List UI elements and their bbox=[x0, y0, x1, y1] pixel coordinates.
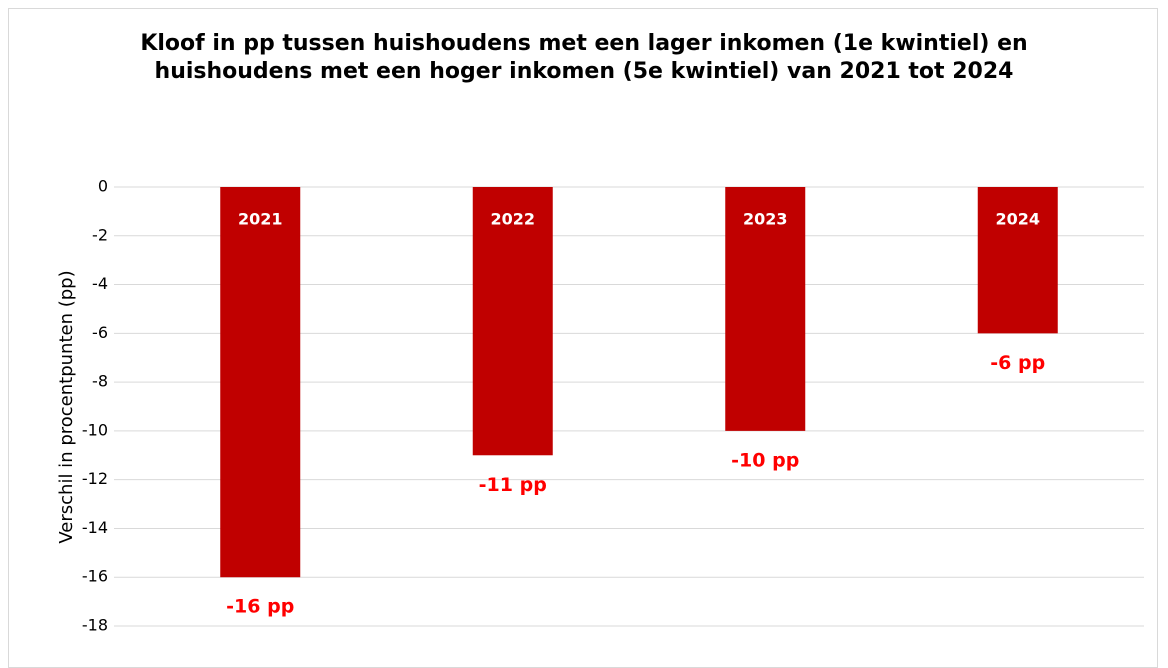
y-tick-label: -2 bbox=[92, 225, 108, 244]
bar bbox=[220, 187, 301, 578]
y-axis-label: Verschil in procentpunten (pp) bbox=[56, 270, 77, 543]
y-tick-label: -12 bbox=[82, 469, 108, 488]
bar bbox=[725, 187, 806, 431]
chart: Verschil in procentpunten (pp) 0 -2 -4 -6 -8… bbox=[56, 177, 1144, 635]
chart-title: Kloof in pp tussen huishoudens met een l… bbox=[140, 31, 1028, 84]
bar bbox=[472, 187, 553, 456]
category-label: 2024 bbox=[995, 210, 1040, 229]
value-label: -6 pp bbox=[990, 352, 1045, 374]
page: Kloof in pp tussen huishoudens met een l… bbox=[8, 8, 1158, 668]
category-label: 2023 bbox=[743, 210, 788, 229]
y-tick-label: -4 bbox=[92, 274, 108, 293]
value-label: -16 pp bbox=[226, 596, 294, 618]
category-label: 2021 bbox=[238, 210, 283, 229]
category-label: 2022 bbox=[490, 210, 535, 229]
y-tick-label: -8 bbox=[92, 372, 108, 391]
y-tick-label: 0 bbox=[98, 177, 108, 196]
y-tick-label: -6 bbox=[92, 323, 108, 342]
y-tick-label: -14 bbox=[82, 518, 108, 537]
y-tick-label: -16 bbox=[82, 567, 108, 586]
bar bbox=[977, 187, 1058, 334]
value-label: -10 pp bbox=[731, 449, 799, 471]
y-tick-label: -10 bbox=[82, 420, 108, 439]
value-label: -11 pp bbox=[479, 474, 547, 496]
y-tick-label: -18 bbox=[82, 616, 108, 635]
